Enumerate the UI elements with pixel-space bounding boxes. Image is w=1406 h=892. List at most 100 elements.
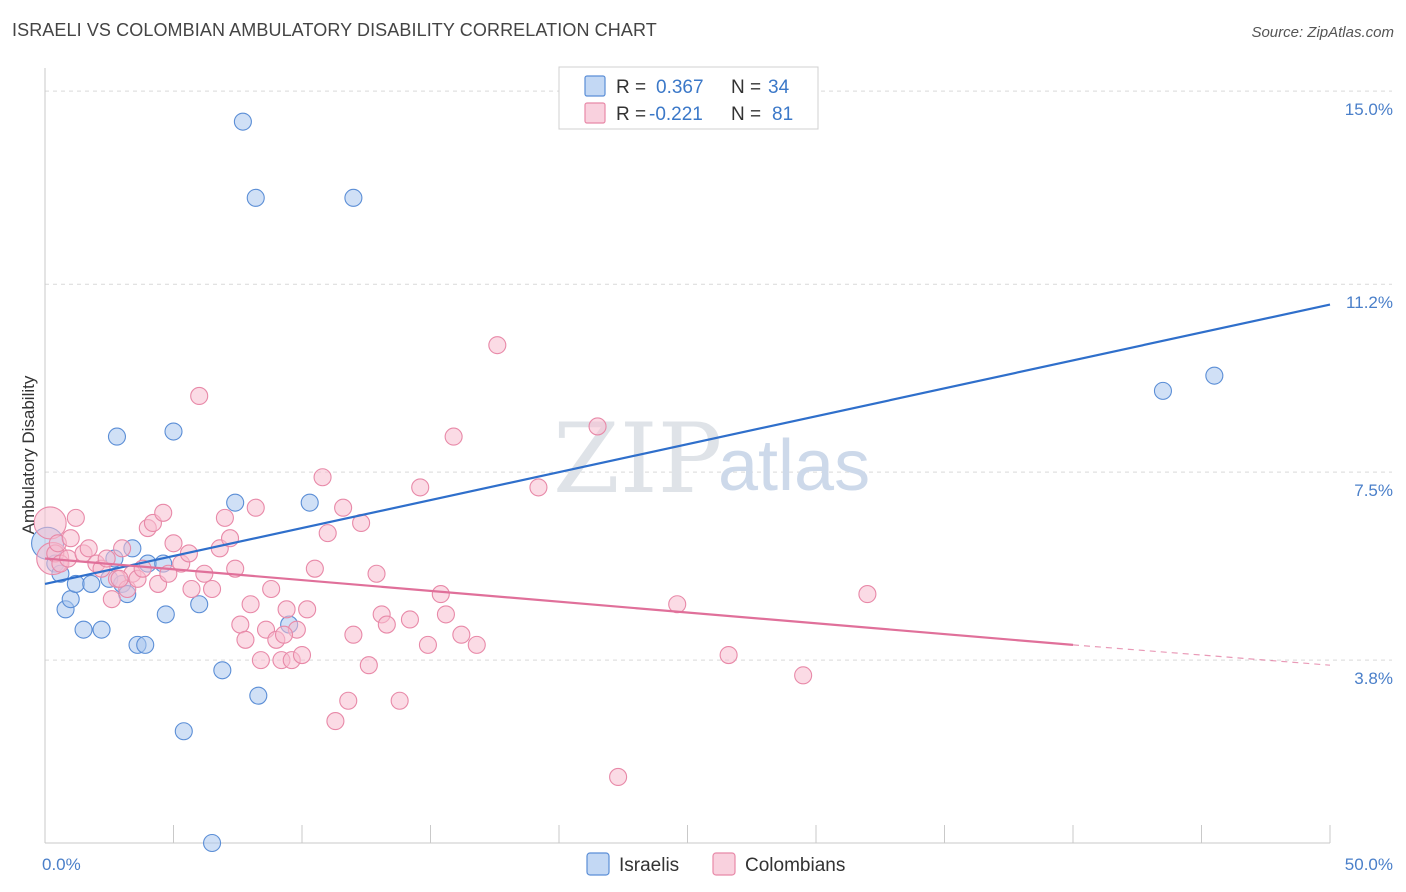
point-colombians-4: [59, 549, 78, 568]
point-colombians-21: [154, 503, 173, 522]
point-israelis-33: [1205, 366, 1224, 385]
point-colombians-33: [231, 615, 250, 634]
point-colombians-68: [488, 336, 507, 355]
point-colombians-26: [190, 386, 209, 406]
legend-r-label-colombians: R =: [616, 104, 646, 125]
point-colombians-23: [164, 534, 183, 553]
point-colombians-28: [203, 579, 222, 599]
y-tick-labels: 3.8% 7.5% 11.2% 15.0%: [1345, 100, 1393, 688]
point-colombians-70: [588, 417, 607, 436]
point-colombians-80: [274, 625, 294, 644]
y-tick-label-0: 3.8%: [1354, 669, 1393, 688]
legend-n-value-israelis: 34: [768, 77, 790, 98]
point-colombians-50: [326, 712, 345, 731]
bottom-legend-swatch-israelis: [586, 852, 610, 876]
series-israelis: [31, 112, 1224, 853]
chart-source: Source: ZipAtlas.com: [1251, 24, 1394, 41]
trendline-colombians: [44, 557, 1074, 646]
bottom-legend-label-israelis: Israelis: [619, 855, 679, 876]
point-colombians-35: [241, 595, 260, 614]
point-colombians-77: [61, 529, 80, 548]
point-colombians-42: [277, 600, 296, 619]
point-colombians-71: [609, 767, 628, 787]
point-israelis-8: [92, 620, 111, 639]
bottom-legend-label-colombians: Colombians: [745, 855, 845, 876]
watermark: ZIP atlas: [553, 403, 870, 515]
bottom-legend: Israelis Colombians: [586, 852, 845, 876]
y-tick-label-2: 11.2%: [1346, 293, 1393, 312]
point-colombians-69: [529, 478, 548, 497]
point-israelis-21: [174, 722, 193, 741]
top-legend: R = 0.367 N = 34 R = -0.221 N = 81: [558, 66, 819, 130]
x-tick-labels: 0.0% 50.0%: [42, 855, 1393, 874]
point-colombians-53: [344, 625, 363, 644]
point-colombians-67: [467, 635, 486, 654]
point-colombians-60: [400, 610, 419, 629]
point-israelis-31: [344, 188, 363, 207]
point-israelis-26: [233, 112, 252, 131]
point-colombians-72: [668, 595, 687, 614]
point-colombians-62: [418, 635, 437, 654]
point-colombians-58: [377, 615, 396, 634]
y-tick-label-1: 7.5%: [1354, 481, 1393, 500]
legend-swatch-israelis: [584, 75, 606, 97]
point-israelis-25: [226, 493, 245, 512]
watermark-atlas: atlas: [718, 426, 870, 506]
point-colombians-13: [113, 539, 132, 558]
point-colombians-52: [339, 691, 358, 710]
point-israelis-27: [246, 188, 265, 207]
legend-swatch-colombians: [584, 102, 606, 124]
point-colombians-78: [110, 569, 129, 588]
point-israelis-20: [164, 422, 183, 441]
point-israelis-22: [190, 595, 209, 614]
point-colombians-0: [33, 506, 67, 540]
x-tick-label-0: 0.0%: [42, 855, 81, 874]
y-axis-label: Ambulatory Disability: [19, 375, 38, 534]
point-colombians-5: [66, 508, 85, 527]
point-colombians-49: [318, 524, 337, 543]
legend-n-value-colombians: 81: [772, 104, 793, 125]
point-israelis-7: [82, 574, 101, 593]
point-colombians-34: [236, 630, 255, 649]
point-colombians-56: [367, 564, 386, 583]
point-colombians-79: [182, 579, 201, 599]
point-colombians-64: [436, 605, 455, 624]
point-colombians-32: [226, 559, 245, 578]
point-israelis-16: [136, 635, 155, 654]
legend-r-value-israelis: 0.367: [656, 77, 704, 98]
point-colombians-45: [292, 645, 312, 665]
point-colombians-7: [79, 539, 98, 558]
legend-n-label-israelis: N =: [731, 77, 761, 98]
point-colombians-74: [794, 666, 813, 685]
point-colombians-11: [102, 590, 121, 609]
point-israelis-4: [61, 590, 80, 609]
point-israelis-23: [203, 833, 222, 853]
watermark-zip: ZIP: [553, 403, 722, 515]
point-colombians-75: [858, 585, 877, 604]
point-israelis-32: [1153, 381, 1172, 400]
point-israelis-24: [213, 661, 232, 680]
point-colombians-39: [262, 579, 281, 599]
legend-n-label-colombians: N =: [731, 104, 761, 125]
point-colombians-30: [215, 508, 234, 527]
point-colombians-63: [431, 585, 450, 604]
point-colombians-59: [390, 691, 409, 710]
point-colombians-65: [444, 427, 463, 446]
chart-title: ISRAELI VS COLOMBIAN AMBULATORY DISABILI…: [12, 20, 657, 40]
bottom-legend-swatch-colombians: [712, 852, 736, 876]
point-colombians-37: [251, 651, 270, 670]
legend-r-value-colombians: -0.221: [649, 104, 703, 125]
axes: [44, 68, 1331, 844]
point-israelis-28: [249, 686, 268, 705]
point-colombians-73: [719, 645, 738, 665]
point-colombians-48: [313, 468, 332, 487]
legend-r-label-israelis: R =: [616, 77, 646, 98]
trendline-colombians-extension: [1072, 644, 1331, 666]
y-tick-label-3: 15.0%: [1345, 100, 1393, 119]
trendlines: [44, 303, 1331, 666]
point-colombians-61: [411, 478, 430, 497]
point-israelis-30: [300, 493, 319, 512]
point-colombians-51: [334, 498, 353, 517]
point-colombians-47: [305, 559, 324, 578]
